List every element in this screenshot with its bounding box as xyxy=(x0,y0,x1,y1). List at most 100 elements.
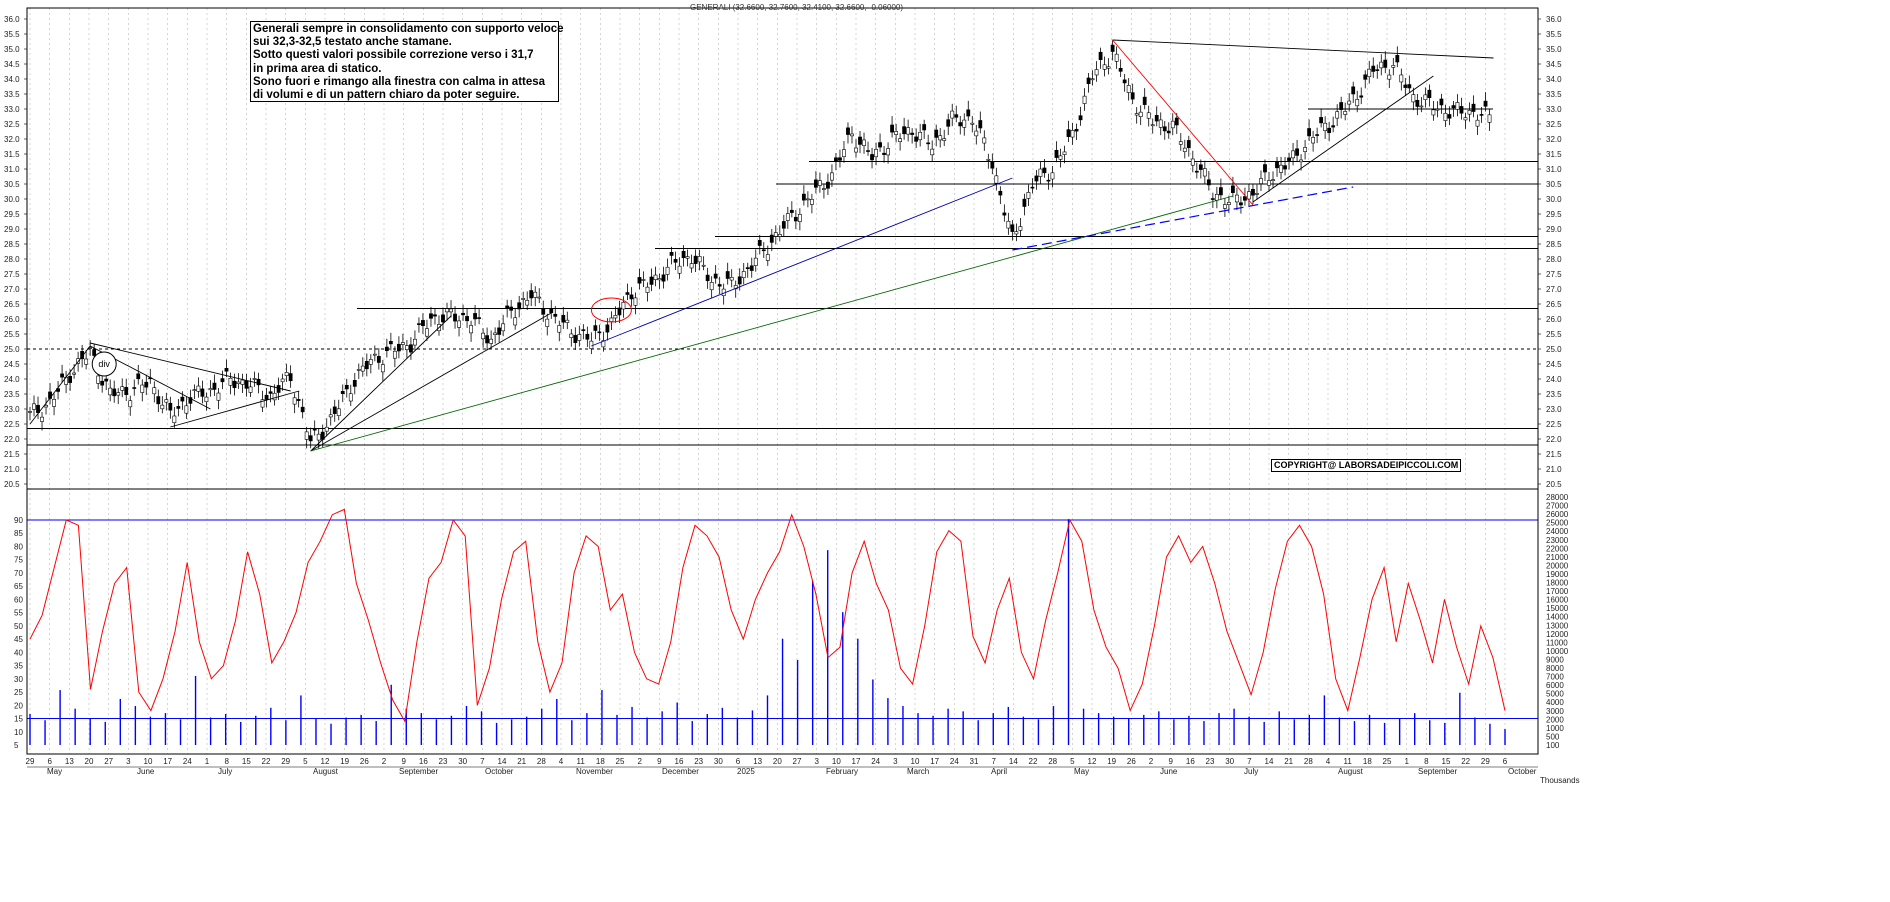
candle-body xyxy=(308,435,313,442)
candle-body xyxy=(1062,151,1067,155)
candle-body xyxy=(445,308,449,313)
candle-body xyxy=(986,159,991,161)
x-tick-label: 15 xyxy=(1442,757,1451,766)
volume-bar xyxy=(270,707,272,745)
price-tick-left: 28.0 xyxy=(4,255,20,264)
volume-bar xyxy=(285,720,287,745)
osc-tick-left: 75 xyxy=(14,556,23,565)
candle-body xyxy=(1307,128,1311,137)
volume-bar xyxy=(556,698,558,745)
price-tick-left: 25.0 xyxy=(4,345,20,354)
candle-body xyxy=(665,266,670,275)
candle-body xyxy=(625,292,630,295)
volume-tick-right: 25000 xyxy=(1546,519,1569,528)
x-tick-label: 18 xyxy=(1363,757,1372,766)
month-label: April xyxy=(991,767,1007,776)
candle-body xyxy=(1291,150,1295,159)
x-tick-label: 13 xyxy=(65,757,74,766)
price-tick-right: 24.0 xyxy=(1546,375,1562,384)
candle-body xyxy=(1379,61,1384,69)
candle-body xyxy=(934,129,939,138)
candle-body xyxy=(1487,114,1492,123)
commentary-line-6: di volumi e di un pattern chiaro da pote… xyxy=(253,89,520,102)
volume-bar xyxy=(1278,711,1280,745)
volume-bar xyxy=(119,698,122,745)
x-tick-label: 8 xyxy=(1424,757,1429,766)
candle-body xyxy=(1122,79,1127,84)
candle-body xyxy=(1279,164,1283,173)
candle-body xyxy=(156,396,161,405)
volume-bar xyxy=(179,719,182,745)
candle-body xyxy=(633,297,638,306)
candle-body xyxy=(982,137,987,144)
volume-bar xyxy=(450,715,453,745)
candle-body xyxy=(1267,180,1271,186)
candle-body xyxy=(52,399,56,407)
candle-body xyxy=(360,365,365,372)
candle-body xyxy=(1399,74,1404,83)
candle-body xyxy=(224,368,229,372)
volume-bar xyxy=(992,713,994,745)
x-tick-label: 3 xyxy=(814,757,819,766)
price-tick-right: 33.0 xyxy=(1546,105,1562,114)
candle-body xyxy=(92,349,97,356)
candle-body xyxy=(998,190,1003,196)
candle-body xyxy=(433,314,437,317)
candle-body xyxy=(974,130,979,137)
price-tick-right: 32.0 xyxy=(1546,135,1562,144)
x-tick-label: 9 xyxy=(401,757,406,766)
candle-body xyxy=(1443,112,1448,121)
x-tick-label: 5 xyxy=(303,757,308,766)
price-tick-right: 25.0 xyxy=(1546,345,1562,354)
candle-body xyxy=(188,397,193,404)
candle-body xyxy=(1158,119,1163,128)
candle-body xyxy=(1118,67,1123,72)
month-label: September xyxy=(1418,767,1457,776)
candle-body xyxy=(1343,111,1348,115)
candle-body xyxy=(324,426,329,432)
x-tick-label: 30 xyxy=(458,757,467,766)
candle-body xyxy=(1299,159,1303,163)
volume-bar xyxy=(962,711,964,745)
candle-body xyxy=(104,378,109,382)
volume-tick-right: 16000 xyxy=(1546,596,1569,605)
candle-body xyxy=(372,353,377,356)
candle-body xyxy=(1255,193,1259,195)
oscillator-frame xyxy=(26,488,1539,755)
price-tick-left: 27.0 xyxy=(4,285,20,294)
x-tick-label: 10 xyxy=(911,757,920,766)
candle-body xyxy=(757,240,762,246)
candle-body xyxy=(842,149,846,157)
x-tick-label: 30 xyxy=(1225,757,1234,766)
candle-body xyxy=(172,415,177,424)
candle-body xyxy=(1154,115,1159,122)
candle-body xyxy=(1371,65,1376,72)
volume-bar xyxy=(1233,708,1235,745)
candle-body xyxy=(1239,202,1243,206)
candle-body xyxy=(938,135,943,141)
candle-body xyxy=(1383,59,1388,68)
x-tick-label: 20 xyxy=(85,757,94,766)
candle-body xyxy=(1094,69,1099,76)
candle-body xyxy=(978,120,983,129)
price-tick-left: 29.0 xyxy=(4,225,20,234)
volume-tick-right: 6000 xyxy=(1546,681,1564,690)
volume-bar xyxy=(1248,716,1250,745)
price-tick-right: 26.5 xyxy=(1546,300,1562,309)
candle-body xyxy=(348,393,353,402)
candle-body xyxy=(717,284,722,287)
candle-body xyxy=(1030,186,1035,189)
price-tick-left: 34.5 xyxy=(4,60,20,69)
commentary-line-4: in prima area di statico. xyxy=(253,62,382,75)
volume-bar xyxy=(1398,718,1401,745)
volume-bar xyxy=(646,717,648,745)
volume-bar xyxy=(1368,714,1371,745)
candle-body xyxy=(1263,164,1267,173)
candle-body xyxy=(252,378,257,380)
volume-bar xyxy=(209,717,212,745)
x-tick-label: 23 xyxy=(1206,757,1215,766)
candle-body xyxy=(922,124,927,131)
candle-body xyxy=(677,265,682,274)
volume-bar xyxy=(1263,721,1265,745)
candle-body xyxy=(1247,191,1251,200)
